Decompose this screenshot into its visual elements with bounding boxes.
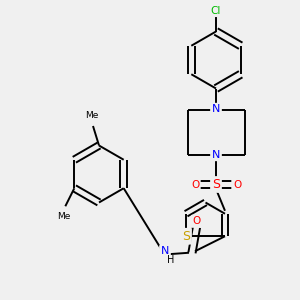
- Text: O: O: [191, 179, 199, 190]
- Text: N: N: [161, 246, 169, 256]
- Text: S: S: [212, 178, 220, 191]
- Text: Me: Me: [57, 212, 70, 221]
- Text: H: H: [167, 255, 174, 265]
- Text: O: O: [233, 179, 241, 190]
- Text: Me: Me: [85, 111, 98, 120]
- Text: N: N: [212, 104, 220, 115]
- Text: Cl: Cl: [211, 5, 221, 16]
- Text: N: N: [212, 149, 220, 160]
- Text: O: O: [192, 216, 201, 226]
- Text: S: S: [182, 230, 190, 243]
